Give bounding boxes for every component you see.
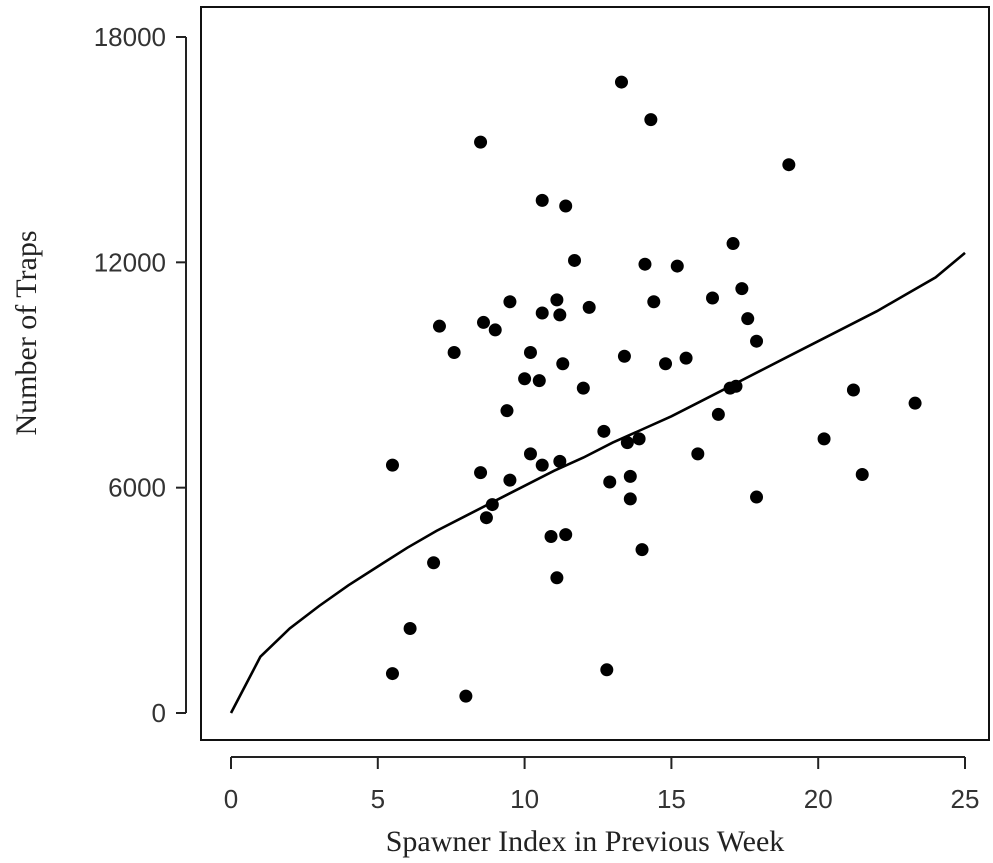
x-axis-title: Spawner Index in Previous Week xyxy=(386,825,785,858)
data-point xyxy=(385,667,399,681)
data-point xyxy=(659,357,673,371)
data-point xyxy=(474,466,488,480)
data-point xyxy=(544,529,558,543)
data-point xyxy=(908,396,922,410)
data-point xyxy=(726,237,740,251)
data-point xyxy=(568,253,582,267)
data-point xyxy=(427,556,441,570)
x-tick-label: 20 xyxy=(804,784,833,814)
data-point xyxy=(385,458,399,472)
data-point xyxy=(474,135,488,149)
y-tick-label: 0 xyxy=(152,698,166,728)
data-point xyxy=(518,372,532,386)
x-tick-label: 5 xyxy=(371,784,385,814)
data-point xyxy=(532,374,546,388)
data-point xyxy=(679,351,693,365)
data-point xyxy=(503,473,517,487)
data-point xyxy=(735,282,749,296)
data-point xyxy=(670,259,684,273)
data-point xyxy=(550,571,564,585)
data-point xyxy=(638,257,652,271)
data-point xyxy=(559,528,573,542)
data-point xyxy=(523,345,537,359)
data-point xyxy=(553,454,567,468)
data-point xyxy=(644,113,658,127)
data-point xyxy=(623,469,637,483)
data-point xyxy=(711,407,725,421)
data-point xyxy=(535,193,549,207)
data-point xyxy=(576,381,590,395)
y-tick-label: 12000 xyxy=(94,247,166,277)
y-tick-label: 6000 xyxy=(108,473,166,503)
data-point xyxy=(691,447,705,461)
x-tick-label: 10 xyxy=(510,784,539,814)
x-tick-label: 0 xyxy=(224,784,238,814)
data-point xyxy=(620,436,634,450)
data-point xyxy=(553,308,567,322)
y-axis-title: Number of Traps xyxy=(10,230,43,435)
data-point xyxy=(846,383,860,397)
data-point xyxy=(603,475,617,489)
data-point xyxy=(632,432,646,446)
data-point xyxy=(647,295,661,309)
y-tick-label: 18000 xyxy=(94,22,166,52)
data-point xyxy=(503,295,517,309)
data-point xyxy=(600,663,614,677)
data-point xyxy=(476,315,490,329)
data-point xyxy=(855,468,869,482)
data-point xyxy=(500,404,514,418)
data-point xyxy=(741,312,755,326)
x-tick-label: 15 xyxy=(657,784,686,814)
data-point xyxy=(432,319,446,333)
data-point xyxy=(782,158,796,172)
data-point xyxy=(597,424,611,438)
data-point xyxy=(750,334,764,348)
data-point xyxy=(550,293,564,307)
data-point xyxy=(706,291,720,305)
x-axis: 0 5 10 15 20 25 xyxy=(224,756,980,814)
y-axis: 0 6000 12000 18000 xyxy=(94,22,187,728)
trend-line xyxy=(229,251,966,714)
data-point xyxy=(479,511,493,525)
data-point xyxy=(635,543,649,557)
data-point xyxy=(535,306,549,320)
data-point xyxy=(750,490,764,504)
scatter-points xyxy=(385,75,922,703)
data-point xyxy=(447,345,461,359)
data-point xyxy=(817,432,831,446)
data-point xyxy=(459,689,473,703)
data-point xyxy=(623,492,637,506)
data-point xyxy=(535,458,549,472)
data-point xyxy=(523,447,537,461)
data-point xyxy=(488,323,502,337)
data-point xyxy=(614,75,628,89)
plot-frame xyxy=(200,6,990,741)
x-tick-label: 25 xyxy=(951,784,980,814)
data-point xyxy=(403,622,417,635)
data-point xyxy=(617,349,631,363)
data-point xyxy=(582,300,596,314)
data-point xyxy=(556,357,570,371)
data-point xyxy=(559,199,573,213)
